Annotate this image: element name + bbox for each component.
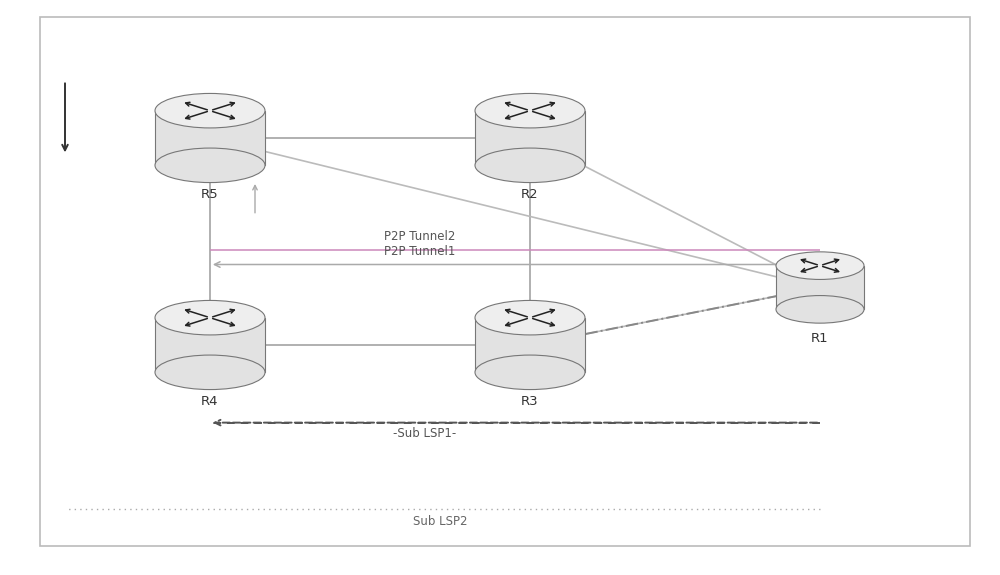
Text: R1: R1: [811, 332, 829, 346]
Ellipse shape: [475, 300, 585, 335]
Bar: [155, 110, 265, 166]
Ellipse shape: [155, 148, 265, 183]
Bar: [475, 110, 585, 166]
Ellipse shape: [475, 93, 585, 128]
Text: R4: R4: [201, 396, 219, 408]
Bar: [475, 317, 585, 373]
Bar: [776, 266, 864, 309]
Ellipse shape: [155, 355, 265, 390]
Text: P2P Tunnel2: P2P Tunnel2: [384, 229, 456, 243]
Text: R3: R3: [521, 396, 539, 408]
Text: R2: R2: [521, 189, 539, 201]
Ellipse shape: [776, 252, 864, 279]
Ellipse shape: [475, 148, 585, 183]
Text: -Sub LSP1-: -Sub LSP1-: [393, 427, 457, 440]
Text: P2P Tunnel1: P2P Tunnel1: [384, 244, 456, 258]
Bar: [155, 317, 265, 373]
Ellipse shape: [155, 93, 265, 128]
Ellipse shape: [155, 300, 265, 335]
Ellipse shape: [776, 296, 864, 323]
Ellipse shape: [475, 355, 585, 390]
Text: R5: R5: [201, 189, 219, 201]
Text: Sub LSP2: Sub LSP2: [413, 515, 467, 528]
